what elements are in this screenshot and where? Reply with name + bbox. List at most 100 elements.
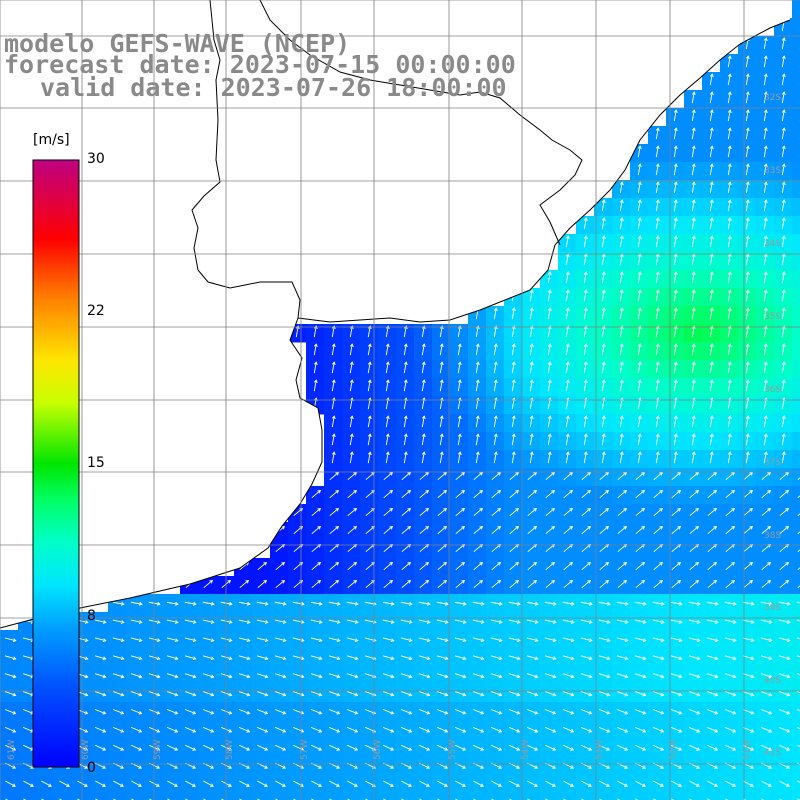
wind-arrowhead — [763, 217, 768, 222]
wind-arrowhead — [461, 579, 466, 584]
wind-arrowhead — [318, 710, 323, 715]
wind-arrow — [781, 326, 785, 338]
wind-arrowhead — [264, 620, 269, 624]
wind-arrow — [274, 726, 286, 733]
wind-arrow — [455, 472, 465, 481]
wind-arrow — [601, 254, 605, 266]
wind-arrowhead — [335, 489, 340, 494]
wind-arrowhead — [659, 507, 664, 512]
wind-arrowhead — [210, 765, 215, 769]
wind-arrow — [439, 326, 443, 338]
wind-arrowhead — [655, 289, 660, 294]
wind-arrowhead — [385, 379, 390, 384]
wind-arrowhead — [678, 765, 683, 769]
wind-arrowhead — [767, 561, 772, 566]
wind-arrowhead — [660, 638, 665, 642]
wind-arrowhead — [317, 579, 322, 584]
wind-arrow — [473, 562, 483, 571]
wind-arrow — [601, 344, 605, 356]
wind-arrowhead — [727, 271, 732, 276]
wind-arrowhead — [588, 729, 593, 733]
wind-arrow — [94, 744, 106, 751]
wind-arrow — [763, 182, 767, 194]
wind-arrowhead — [745, 379, 750, 384]
wind-arrow — [580, 601, 592, 605]
wind-arrow — [709, 110, 713, 122]
wind-arrowhead — [691, 217, 696, 222]
wind-arrowhead — [210, 783, 214, 787]
wind-arrowhead — [390, 692, 395, 697]
wind-arrowhead — [727, 433, 732, 438]
wind-arrow — [635, 562, 645, 571]
wind-arrow — [707, 780, 718, 787]
wind-arrowhead — [281, 525, 286, 530]
wind-arrowhead — [534, 783, 538, 787]
wind-arrow — [709, 452, 713, 464]
wind-arrow — [655, 416, 659, 428]
wind-arrow — [112, 601, 124, 605]
wind-arrowhead — [750, 674, 755, 679]
wind-arrow — [346, 601, 358, 605]
wind-arrow — [365, 472, 375, 481]
wind-arrow — [691, 128, 695, 140]
wind-arrowhead — [12, 692, 17, 697]
wind-arrowhead — [174, 656, 179, 661]
wind-arrow — [454, 637, 466, 642]
wind-arrowhead — [587, 561, 592, 566]
wind-arrow — [724, 601, 736, 605]
lon-label: 55W — [448, 740, 458, 760]
wind-arrow — [781, 182, 785, 194]
wind-arrow — [367, 416, 371, 428]
wind-arrowhead — [696, 783, 700, 787]
wind-cell — [792, 288, 800, 307]
wind-arrow — [418, 601, 430, 605]
wind-arrow — [563, 472, 573, 481]
wind-arrow — [637, 362, 641, 374]
wind-arrowhead — [745, 217, 750, 222]
wind-arrow — [508, 637, 520, 642]
wind-arrow — [419, 526, 429, 535]
wind-arrowhead — [619, 289, 624, 294]
wind-arrow — [94, 673, 106, 678]
wind-arrow — [673, 110, 677, 122]
wind-arrow — [797, 567, 800, 571]
wind-arrowhead — [601, 217, 606, 222]
wind-arrow — [418, 744, 430, 751]
wind-arrow — [796, 691, 800, 694]
wind-arrow — [778, 673, 790, 678]
wind-arrowhead — [673, 307, 678, 312]
wind-arrow — [581, 526, 591, 535]
wind-arrow — [4, 655, 16, 660]
wind-arrowhead — [655, 145, 660, 150]
wind-arrow — [328, 726, 340, 733]
wind-arrowhead — [552, 638, 557, 642]
wind-arrow — [472, 691, 484, 696]
wind-arrow — [727, 146, 731, 158]
wind-arrowhead — [210, 747, 215, 751]
wind-arrow — [760, 726, 772, 733]
wind-arrow — [797, 585, 800, 589]
wind-arrow — [382, 619, 394, 623]
wind-arrow — [745, 452, 749, 464]
wind-arrow — [454, 691, 466, 696]
wind-arrow — [385, 380, 389, 392]
wind-arrowhead — [583, 307, 588, 312]
wind-arrowhead — [552, 729, 557, 733]
wind-arrow — [781, 452, 785, 464]
wind-arrowhead — [696, 710, 701, 715]
wind-arrowhead — [479, 579, 484, 584]
wind-arrow — [709, 146, 713, 158]
wind-arrow — [457, 434, 461, 446]
lat-label: 33S — [764, 166, 781, 176]
wind-arrowhead — [534, 765, 539, 769]
wind-arrow — [4, 726, 16, 733]
wind-arrow — [763, 272, 767, 284]
wind-arrow — [655, 344, 659, 356]
wind-arrow — [473, 580, 483, 589]
wind-arrow — [745, 272, 749, 284]
wind-arrow — [691, 236, 695, 248]
wind-arrowhead — [767, 489, 772, 494]
wind-arrow — [509, 580, 519, 589]
wind-arrow — [616, 601, 628, 605]
wind-arrow — [367, 452, 371, 464]
